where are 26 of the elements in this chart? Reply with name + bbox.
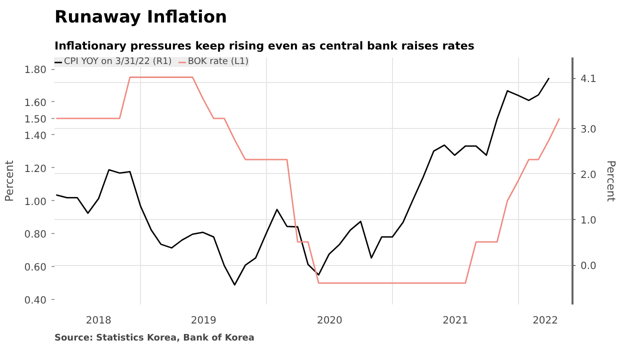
y2-tick-label: 0.0	[580, 261, 596, 272]
x-tick-label: 2018	[86, 316, 112, 326]
y2-tick-label: 2.0	[580, 170, 596, 181]
y2-tick-label: 4.1	[580, 74, 596, 86]
chart-title: Runaway Inflation	[54, 8, 228, 28]
y2-tick-label: 3.0	[580, 124, 596, 136]
y-tick-label: 1.40	[24, 130, 46, 142]
legend-label: BOK rate (L1)	[188, 57, 249, 67]
x-tick-label: 2020	[316, 316, 342, 326]
y-axis-title: Percent	[3, 160, 16, 202]
y-tick-label: 1.80	[24, 65, 46, 76]
x-tick-label: 2022	[532, 316, 558, 326]
y-tick-label: 1.60	[24, 98, 46, 109]
y-tick-label: 0.40	[24, 296, 46, 307]
y2-tick-label: 1.0	[580, 216, 596, 227]
y-tick-label: 1.00	[24, 196, 46, 208]
y-tick-label: 0.60	[24, 262, 46, 274]
x-tick-label: 2021	[442, 316, 468, 326]
y-tick-label: 0.80	[24, 230, 46, 241]
x-tick-label: 2019	[190, 316, 216, 326]
source-note: Source: Statistics Korea, Bank of Korea	[54, 334, 254, 344]
y-tick-label: 1.50	[24, 114, 46, 126]
y-tick-label: 1.20	[24, 164, 46, 175]
y2-axis-title: Percent	[604, 160, 618, 202]
chart-subtitle: Inflationary pressures keep rising even as central bank raises rates	[54, 40, 475, 52]
legend-label: CPI YOY on 3/31/22 (R1)	[64, 57, 172, 67]
